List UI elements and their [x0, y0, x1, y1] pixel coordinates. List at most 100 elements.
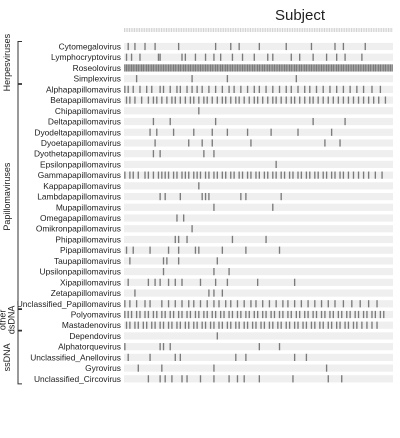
presence-mark: [349, 64, 351, 72]
presence-mark: [295, 310, 297, 319]
presence-mark: [184, 53, 187, 61]
presence-mark: [135, 75, 138, 83]
presence-mark: [186, 375, 188, 383]
presence-mark: [151, 321, 153, 329]
row-lane: [124, 235, 393, 244]
presence-mark: [240, 64, 242, 72]
presence-mark: [134, 321, 136, 329]
column-tick: [372, 28, 374, 32]
presence-mark: [347, 171, 350, 179]
presence-mark: [137, 64, 139, 72]
presence-mark: [129, 96, 131, 104]
presence-mark: [214, 85, 217, 93]
column-tick: [317, 28, 319, 32]
presence-mark: [267, 171, 269, 179]
presence-mark: [164, 171, 166, 179]
row-label: Pipapillomavirus: [60, 245, 121, 255]
column-tick: [204, 28, 206, 32]
presence-mark: [198, 64, 200, 72]
presence-mark: [181, 375, 183, 383]
presence-mark: [243, 64, 245, 72]
presence-mark: [218, 321, 220, 329]
column-tick: [223, 28, 225, 32]
presence-mark: [130, 64, 133, 72]
presence-mark: [320, 310, 323, 319]
presence-mark: [162, 268, 165, 276]
presence-mark: [199, 278, 202, 286]
presence-mark: [263, 321, 266, 329]
column-tick: [256, 28, 258, 32]
column-tick: [354, 28, 356, 32]
column-tick: [342, 28, 344, 32]
column-tick: [137, 28, 139, 32]
presence-mark: [142, 64, 144, 72]
presence-mark: [255, 171, 257, 179]
presence-mark: [292, 375, 294, 383]
column-tick: [238, 28, 240, 32]
presence-mark: [169, 343, 171, 351]
presence-mark: [253, 96, 255, 104]
presence-mark: [137, 364, 139, 372]
column-tick: [181, 28, 183, 32]
column-tick: [251, 28, 253, 32]
presence-mark: [260, 321, 262, 329]
column-tick: [187, 28, 189, 32]
presence-mark: [149, 128, 151, 136]
column-tick: [361, 28, 362, 32]
presence-mark: [356, 321, 358, 329]
column-tick: [295, 28, 297, 32]
column-tick: [307, 28, 309, 32]
column-tick: [130, 28, 132, 32]
presence-mark: [151, 85, 153, 93]
presence-mark: [282, 300, 284, 308]
group-label: otherdsDNA: [0, 306, 17, 335]
column-tick: [273, 28, 275, 32]
presence-mark: [386, 64, 388, 72]
presence-mark: [258, 343, 261, 351]
column-tick: [298, 28, 300, 32]
presence-mark: [127, 42, 129, 51]
presence-mark: [149, 64, 151, 72]
presence-mark: [149, 300, 151, 308]
presence-mark: [159, 375, 161, 383]
presence-mark: [258, 42, 261, 51]
presence-mark: [364, 42, 366, 51]
presence-mark: [342, 96, 345, 104]
presence-mark: [251, 64, 254, 72]
presence-mark: [149, 353, 151, 361]
presence-mark: [362, 310, 365, 319]
presence-mark: [344, 53, 346, 61]
presence-mark: [250, 139, 252, 147]
presence-mark: [161, 310, 163, 319]
presence-mark: [275, 64, 277, 72]
presence-mark: [236, 300, 239, 308]
presence-mark: [221, 64, 224, 72]
column-tick: [134, 28, 136, 32]
presence-mark: [325, 64, 328, 72]
presence-mark: [317, 96, 319, 104]
presence-mark: [310, 64, 313, 72]
presence-mark: [354, 310, 356, 319]
presence-mark: [287, 64, 289, 72]
presence-mark: [177, 64, 180, 72]
presence-mark: [262, 96, 264, 104]
presence-mark: [334, 300, 336, 308]
column-tick: [359, 28, 361, 32]
presence-mark: [320, 300, 323, 308]
presence-mark: [241, 171, 244, 179]
presence-mark: [359, 64, 361, 72]
presence-mark: [379, 64, 382, 72]
presence-mark: [376, 321, 378, 329]
presence-mark: [193, 321, 195, 329]
presence-mark: [171, 321, 173, 329]
presence-mark: [156, 128, 158, 136]
presence-mark: [300, 300, 303, 308]
presence-mark: [236, 64, 239, 72]
row-label: Chipapillomavirus: [55, 106, 121, 116]
presence-mark: [265, 235, 267, 244]
presence-mark: [181, 300, 183, 308]
presence-mark: [152, 117, 155, 126]
row-lane: [124, 85, 393, 93]
presence-mark: [179, 96, 181, 104]
